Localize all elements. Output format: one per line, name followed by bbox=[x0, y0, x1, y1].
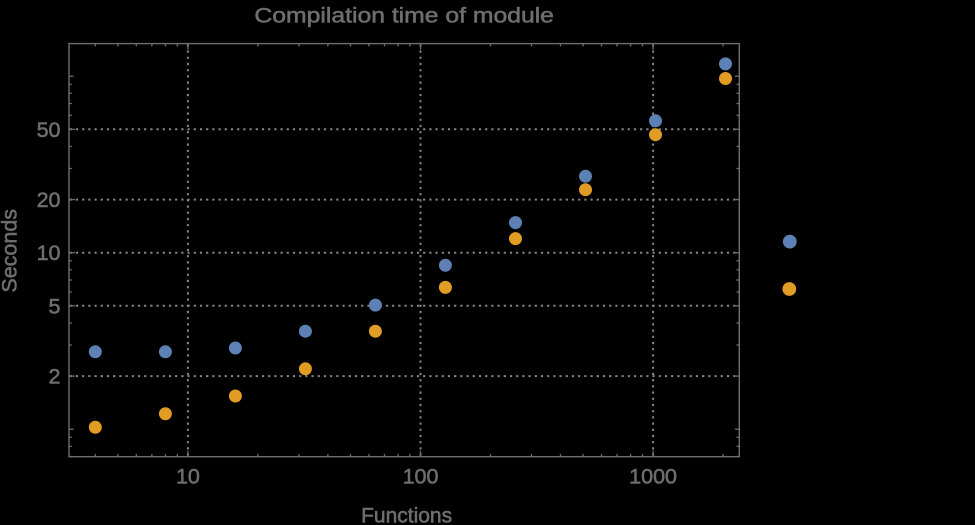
svg-text:10: 10 bbox=[37, 241, 61, 265]
svg-text:Compilation time of module: Compilation time of module bbox=[254, 3, 554, 27]
svg-text:10: 10 bbox=[176, 465, 200, 489]
svg-text:100: 100 bbox=[403, 465, 439, 489]
svg-text:20: 20 bbox=[37, 188, 61, 212]
svg-text:Functions: Functions bbox=[361, 504, 452, 525]
svg-text:5: 5 bbox=[49, 294, 61, 318]
svg-text:50: 50 bbox=[37, 118, 61, 142]
svg-text:1000: 1000 bbox=[629, 465, 677, 489]
svg-text:2: 2 bbox=[49, 365, 61, 389]
svg-text:Seconds: Seconds bbox=[0, 209, 22, 293]
